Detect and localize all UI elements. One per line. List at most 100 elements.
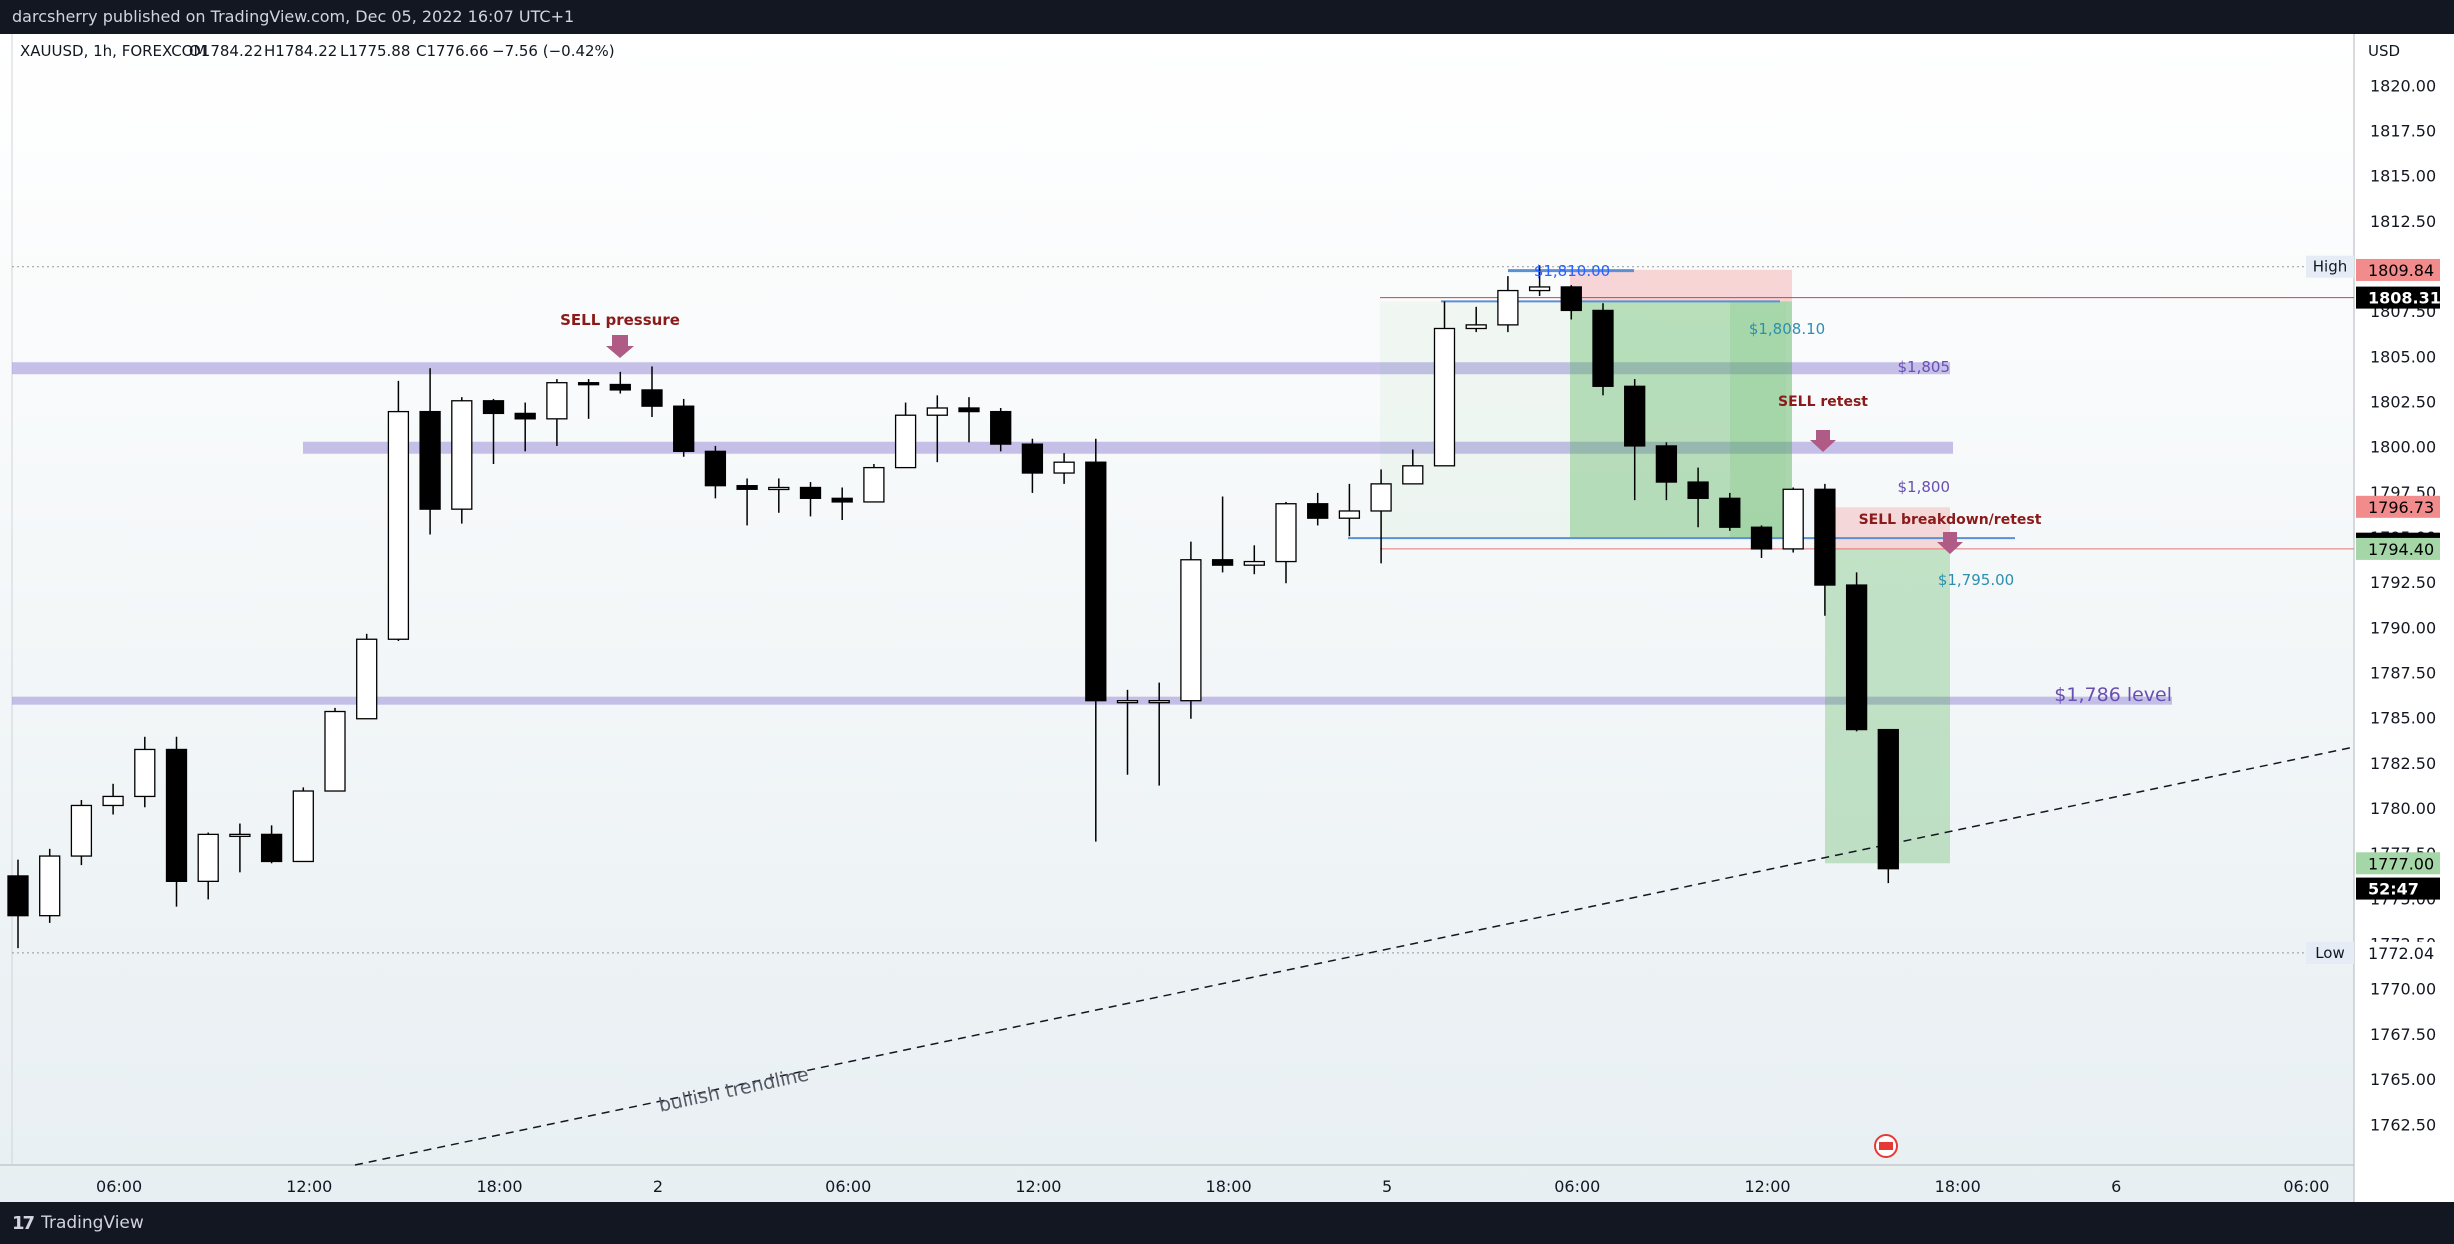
bullish-trendline (354, 746, 2355, 1166)
chart-area[interactable]: SELL pressure SELL retest SELL breakdown/r… (0, 34, 2454, 1202)
axis-badge-value: 1777.00 (2368, 854, 2434, 873)
time-tick-label: 18:00 (1935, 1177, 1981, 1196)
price-tick-label: 1762.50 (2370, 1115, 2436, 1134)
bullish-candle (39, 855, 61, 917)
ohlc-close: C1776.66 (416, 42, 489, 60)
price-tick-label: 1792.50 (2370, 573, 2436, 592)
price-tick-label: 1782.50 (2370, 754, 2436, 773)
arrow-down-icon (1810, 430, 1836, 452)
tradingview-footer: 17 TradingView (0, 1202, 2454, 1244)
time-tick-label: 12:00 (286, 1177, 332, 1196)
axis-badge-tag (2306, 941, 2354, 964)
bullish-candle (451, 400, 473, 510)
bearish-candle (1687, 481, 1709, 499)
zones-layer (12, 266, 2354, 954)
currency-label: USD (2368, 42, 2400, 60)
bullish-candle (1465, 324, 1487, 330)
label-1795: $1,795.00 (1938, 571, 2014, 589)
bearish-candle (482, 400, 505, 415)
bearish-candle (736, 485, 758, 490)
label-1810: $1,810.00 (1534, 262, 1610, 280)
axis-badge-value: 1772.04 (2368, 944, 2434, 963)
price-tick-label: 1800.00 (2370, 438, 2436, 457)
bullish-candle (197, 833, 219, 882)
price-tick-label: 1780.00 (2370, 799, 2436, 818)
bearish-candle (990, 410, 1012, 445)
stop-zone-2 (1825, 507, 1950, 549)
time-tick-label: 06:00 (825, 1177, 871, 1196)
time-tick-label: 2 (653, 1177, 663, 1196)
time-tick-label: 06:00 (2283, 1177, 2329, 1196)
bullish-candle (1053, 461, 1075, 474)
ohlc-open: O1784.22 (189, 42, 263, 60)
bullish-candle (134, 748, 156, 798)
price-tick-label: 1767.50 (2370, 1025, 2436, 1044)
bullish-candle (70, 804, 93, 857)
symbol-info: XAUUSD, 1h, FOREXCOM (20, 42, 206, 60)
axis-badge-value: 52:47 (2368, 880, 2419, 899)
axis-badge-value-bg (2356, 852, 2440, 875)
price-tick-label: 1820.00 (2370, 76, 2436, 95)
bullish-candle (387, 410, 410, 640)
bullish-candle (229, 833, 251, 838)
axis-badge-value-bg (2356, 495, 2440, 518)
bearish-candle (1211, 559, 1234, 566)
bearish-candle (260, 833, 283, 863)
tradingview-logo-icon[interactable]: 17 (12, 1212, 35, 1234)
price-tick-label: 1817.50 (2370, 122, 2436, 141)
bearish-candle (673, 405, 695, 452)
chart-background (0, 34, 2354, 1202)
bullish-candle (546, 382, 568, 420)
bullish-candle (894, 414, 917, 469)
axis-badge-tag (2306, 255, 2354, 278)
candlestick-chart[interactable]: SELL pressure SELL retest SELL breakdown/r… (0, 34, 2454, 1202)
trendline-layer (354, 746, 2355, 1166)
axis-badge-tag-label: Low (2315, 944, 2345, 962)
bearish-candle (1307, 503, 1329, 519)
bearish-candle (799, 486, 822, 499)
bullish-candle (1180, 559, 1202, 702)
bullish-candle (1243, 560, 1265, 566)
bearish-candle (1750, 526, 1773, 550)
bullish-candle (1402, 465, 1424, 485)
bullish-candle (324, 710, 346, 792)
time-tick-label: 06:00 (1554, 1177, 1600, 1196)
stop-zone-1 (1570, 269, 1792, 302)
bearish-candle (419, 410, 441, 510)
bearish-candle (1592, 309, 1614, 387)
bullish-candle (1528, 286, 1551, 292)
publisher-text: darcsherry published on TradingView.com,… (12, 7, 575, 26)
us-flag-stripes-icon (1879, 1142, 1893, 1150)
time-tick-label: 6 (2111, 1177, 2121, 1196)
price-tick-label: 1785.00 (2370, 709, 2436, 728)
price-tick-label: 1787.50 (2370, 664, 2436, 683)
bullish-candle (1370, 483, 1392, 512)
label-level-1800: $1,800 (1898, 478, 1951, 496)
bullish-candle (102, 795, 124, 807)
price-tick-label: 1812.50 (2370, 212, 2436, 231)
price-tick-label: 1815.00 (2370, 167, 2436, 186)
tradingview-logo-text[interactable]: TradingView (41, 1213, 144, 1233)
price-tick-label: 1765.00 (2370, 1070, 2436, 1089)
price-tick-label: 1790.00 (2370, 618, 2436, 637)
bearish-candle (1560, 286, 1582, 312)
ohlc-change: −7.56 (−0.42%) (492, 42, 615, 60)
zone-1805 (12, 362, 1950, 375)
annotation-sell-retest: SELL retest (1778, 394, 1868, 410)
axis-badge-value-bg (2356, 286, 2440, 309)
bearish-candle (641, 389, 663, 407)
bearish-candle (165, 748, 188, 882)
bearish-candle (704, 450, 727, 487)
price-tick-label: 1802.50 (2370, 393, 2436, 412)
arrow-down-icon (606, 335, 634, 358)
bullish-candle (1433, 327, 1456, 467)
label-level-1805: $1,805 (1898, 358, 1951, 376)
time-tick-label: 18:00 (1206, 1177, 1252, 1196)
time-tick-label: 5 (1382, 1177, 1392, 1196)
bullish-candle (1782, 488, 1804, 550)
axis-badge-value-bg (2356, 941, 2440, 964)
bearish-candle (514, 412, 536, 420)
bearish-candle (1085, 461, 1107, 702)
time-tick-label: 18:00 (476, 1177, 522, 1196)
time-tick-label: 06:00 (96, 1177, 142, 1196)
